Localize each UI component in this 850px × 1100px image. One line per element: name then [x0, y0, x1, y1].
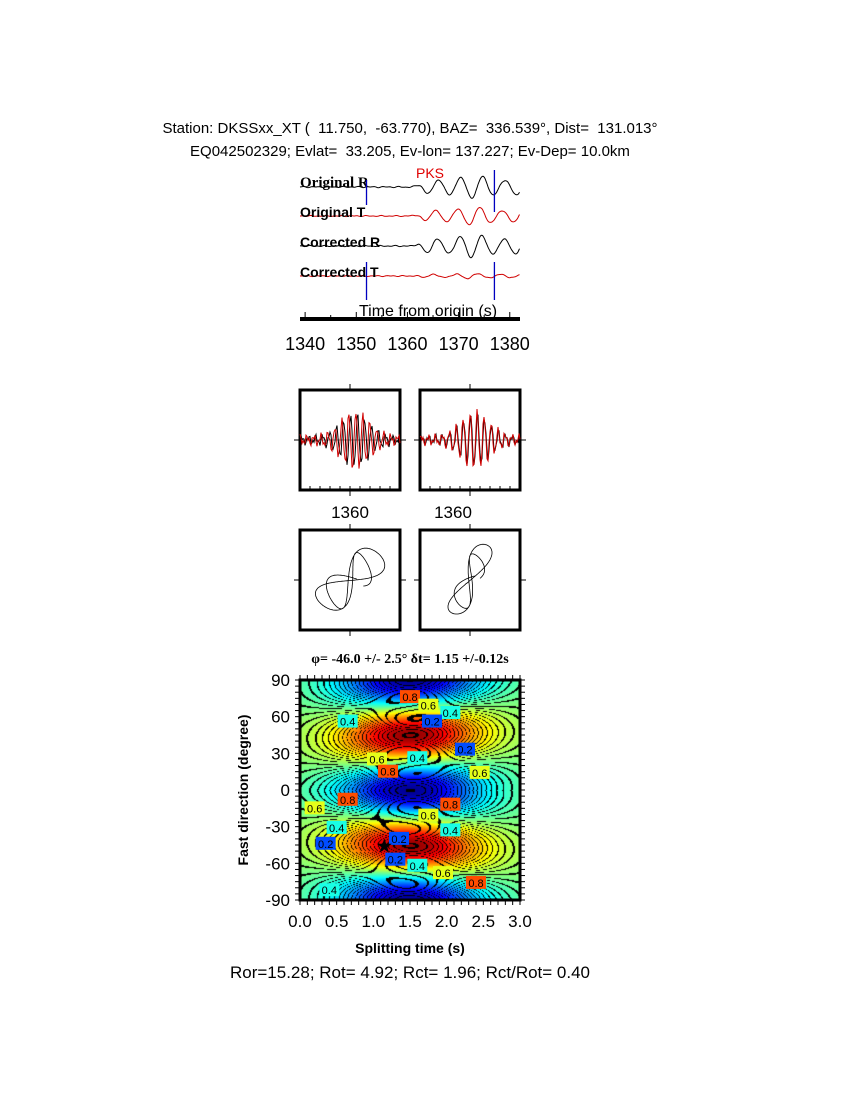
contour-label: 0.6	[369, 754, 384, 766]
contour-label: 0.2	[424, 717, 439, 729]
trace-original-t	[300, 206, 520, 226]
contour-label: 0.6	[472, 768, 487, 780]
contour-label-box	[418, 808, 439, 822]
contour-label-box	[433, 866, 453, 880]
best-fit-star-marker	[376, 838, 392, 853]
contour-label: 0.6	[435, 868, 450, 880]
contour-label: 0.4	[410, 861, 425, 873]
contour-label-box	[407, 858, 428, 872]
contour-label-box	[385, 852, 406, 866]
transverse-waveform	[299, 412, 401, 469]
trace-label-corrected-t: Corrected T	[300, 264, 379, 280]
contour-label: 0.2	[391, 834, 406, 846]
waveform-tick-label: 1360	[434, 503, 472, 522]
contour-label: 0.8	[340, 795, 355, 807]
contour-label: 0.8	[380, 767, 395, 779]
seismogram-panel: PKS Original R Original T Corrected R Co…	[285, 165, 530, 354]
contour-label: 0.2	[457, 745, 472, 757]
contour-label-box	[304, 801, 325, 815]
contour-label-box	[422, 714, 442, 728]
original-particle-motion-box	[298, 528, 402, 632]
x-tick-label: 0.0	[288, 912, 312, 931]
contour-label: 0.4	[340, 717, 355, 729]
time-tick-label: 1350	[336, 334, 376, 354]
energy-title: φ= -46.0 +/- 2.5° δt= 1.15 +/-0.12s	[311, 652, 509, 667]
y-tick-label: 90	[271, 671, 290, 690]
time-tick-label: 1360	[387, 334, 427, 354]
contour-label-box	[337, 714, 358, 728]
contour-label: 0.6	[421, 811, 436, 823]
x-tick-label: 1.5	[398, 912, 422, 931]
contour-label-box	[315, 836, 336, 850]
contour-label-box	[466, 875, 486, 889]
y-tick-label: -60	[265, 854, 290, 873]
contour-label-box	[418, 698, 439, 712]
contour-label: 0.2	[388, 855, 403, 867]
x-tick-label: 0.5	[325, 912, 349, 931]
trace-original-r	[299, 175, 520, 199]
energy-grid-axes: 0.80.60.40.20.20.40.60.80.40.60.80.6 0.80…	[235, 671, 532, 956]
trace-label-original-r: Original R	[300, 175, 369, 191]
event-header: EQ042502329; Evlat= 33.205, Ev-lon= 137.…	[190, 143, 630, 160]
y-tick-label: 0	[281, 781, 290, 800]
trace-corrected-t	[299, 273, 520, 280]
time-tick-label: 1370	[439, 334, 479, 354]
contour-label: 0.8	[443, 800, 458, 812]
transverse-waveform	[419, 408, 521, 467]
trace-label-corrected-r: Corrected R	[300, 234, 380, 250]
contour-label: 0.8	[468, 878, 483, 890]
contour-label-box	[389, 831, 409, 845]
trace-label-original-t: Original T	[300, 204, 366, 220]
y-tick-label: -90	[265, 891, 290, 910]
contour-label: 0.4	[322, 885, 337, 897]
contour-label: 0.2	[318, 839, 333, 851]
time-tick-label: 1340	[285, 334, 325, 354]
contour-label-box	[319, 883, 340, 897]
x-tick-label: 3.0	[508, 912, 532, 931]
contour-label: 0.6	[421, 701, 436, 713]
waveform-tick-label: 1360	[331, 503, 369, 522]
contour-label-box	[440, 797, 461, 811]
contour-label: 0.6	[307, 803, 322, 815]
trace-corrected-r	[299, 234, 520, 259]
energy-xlabel: Splitting time (s)	[355, 940, 465, 956]
contour-label-box	[469, 765, 490, 779]
contour-label-box	[326, 820, 347, 834]
waveform-panels: 1360 1360	[294, 384, 526, 636]
footer-ratios: Ror=15.28; Rot= 4.92; Rct= 1.96; Rct/Rot…	[229, 963, 591, 982]
y-tick-label: 60	[271, 708, 290, 727]
contour-label-box	[378, 764, 398, 778]
time-tick-label: 1380	[490, 334, 530, 354]
contour-label-box	[367, 752, 387, 766]
particle-motion-trace	[447, 543, 493, 615]
contour-label-box	[440, 823, 461, 837]
contour-label: 0.4	[443, 708, 458, 720]
x-tick-label: 2.5	[472, 912, 496, 931]
y-tick-label: -30	[265, 818, 290, 837]
contour-label: 0.8	[402, 692, 417, 704]
contour-label: 0.4	[329, 823, 344, 835]
contour-label: 0.4	[443, 825, 458, 837]
contour-label-box	[440, 706, 461, 719]
phase-label: PKS	[416, 165, 444, 181]
particle-motion-trace	[315, 547, 386, 611]
y-tick-label: 30	[271, 744, 290, 763]
contour-label-box	[407, 751, 428, 765]
contour-label-box	[455, 742, 475, 756]
x-tick-label: 2.0	[435, 912, 459, 931]
contour-label-box	[337, 792, 358, 806]
time-axis-label: Time from origin (s)	[359, 303, 497, 320]
contour-label: 0.4	[410, 753, 425, 765]
station-header: Station: DKSSxx_XT ( 11.750, -63.770), B…	[162, 120, 658, 137]
contour-label-box	[400, 690, 420, 704]
energy-ylabel: Fast direction (degree)	[235, 715, 251, 866]
x-tick-label: 1.0	[362, 912, 386, 931]
